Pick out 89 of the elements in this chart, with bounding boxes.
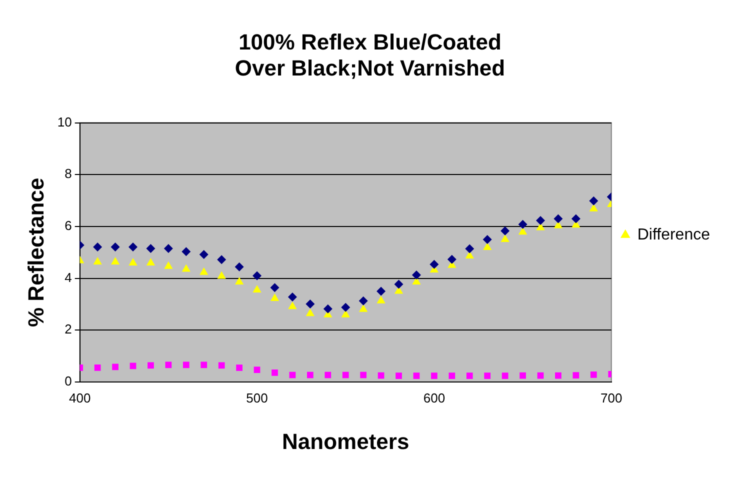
point: [254, 366, 260, 373]
y-tick-label: 2: [64, 322, 72, 337]
point: [146, 244, 156, 254]
point: [270, 283, 280, 292]
point: [272, 369, 278, 376]
point: [589, 196, 598, 206]
point: [554, 214, 563, 224]
point: [306, 299, 315, 308]
point: [341, 302, 350, 312]
point: [306, 308, 315, 316]
point: [413, 372, 420, 379]
point: [200, 267, 208, 275]
point: [518, 227, 528, 235]
point: [342, 372, 349, 378]
point: [323, 304, 332, 314]
point: [555, 372, 562, 379]
point: [466, 372, 473, 379]
point: [465, 251, 474, 259]
y-axis-title: % Reflectance: [23, 178, 48, 327]
point: [252, 271, 262, 280]
point: [589, 204, 598, 212]
point: [358, 296, 368, 306]
point: [484, 372, 491, 379]
point: [431, 372, 438, 379]
point: [396, 372, 402, 379]
point: [500, 226, 510, 236]
point: [218, 362, 225, 369]
point: [199, 250, 208, 259]
point: [236, 364, 242, 371]
point: [112, 364, 118, 370]
point: [148, 362, 154, 369]
point: [536, 216, 545, 226]
point: [482, 234, 492, 244]
point: [412, 270, 421, 280]
x-axis-title: Nanometers: [282, 428, 410, 454]
point: [430, 260, 439, 269]
point: [500, 234, 510, 242]
point: [93, 256, 102, 264]
point: [590, 372, 597, 378]
point: [94, 364, 101, 371]
point: [164, 244, 173, 254]
point: [571, 214, 580, 224]
point: [128, 258, 138, 266]
x-tick-label: 600: [423, 390, 446, 406]
x-tick-label: 400: [69, 390, 91, 406]
point: [572, 372, 580, 378]
point: [146, 258, 156, 266]
x-tick-label: 500: [246, 390, 268, 406]
point: [110, 256, 120, 264]
y-tick-label: 0: [64, 374, 72, 389]
point: [93, 242, 102, 252]
point: [518, 220, 528, 229]
y-tick-label: 10: [57, 114, 72, 130]
point: [165, 362, 172, 368]
point: [483, 242, 492, 250]
point: [288, 292, 297, 302]
point: [130, 362, 136, 370]
point: [182, 247, 191, 256]
point: [270, 294, 280, 302]
point: [376, 296, 386, 304]
y-tick-label: 8: [64, 166, 72, 182]
point: [307, 372, 314, 378]
point: [360, 372, 367, 378]
point: [217, 271, 226, 279]
point: [376, 286, 386, 296]
point: [217, 255, 226, 264]
point: [234, 276, 244, 284]
point: [234, 262, 244, 272]
point: [465, 244, 474, 254]
point: [359, 304, 368, 312]
point: [252, 284, 262, 292]
y-tick-label: 4: [64, 270, 72, 285]
point: [182, 264, 190, 272]
x-tick-label: 700: [600, 390, 622, 406]
point: [447, 254, 456, 264]
point: [324, 372, 332, 378]
point: [164, 261, 173, 269]
point: [502, 372, 508, 379]
point: [200, 362, 208, 368]
chart-title: 100% Reflex Blue/Coated Over Black;Not Varnished: [234, 29, 506, 81]
point: [448, 372, 456, 379]
point: [110, 242, 120, 252]
point: [288, 302, 297, 310]
point: [520, 372, 526, 379]
y-tick-label: 6: [64, 218, 72, 234]
legend-label: Difference: [637, 226, 710, 244]
point: [182, 362, 190, 368]
point: [394, 280, 404, 289]
point: [128, 242, 138, 252]
